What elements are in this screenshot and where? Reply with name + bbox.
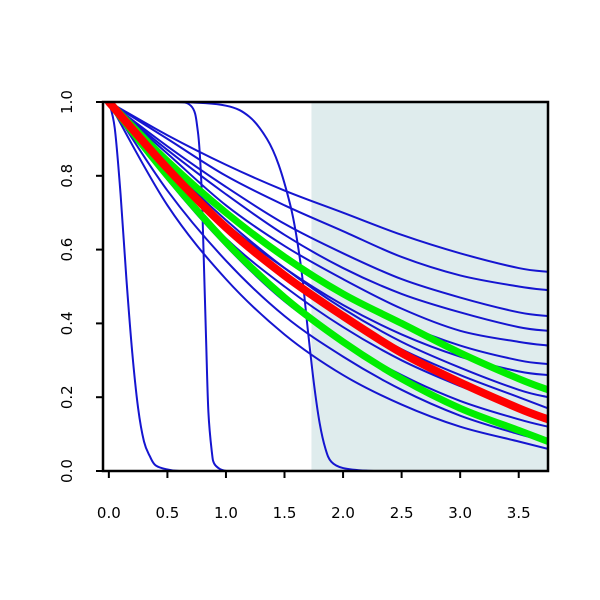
series-line-1	[107, 102, 204, 471]
y-tick-label: 1.0	[58, 90, 76, 114]
x-tick-label: 1.0	[214, 504, 238, 522]
shaded-region	[311, 102, 548, 471]
series-line-5	[107, 102, 548, 292]
series-line-15	[107, 102, 548, 443]
y-tick-label: 0.8	[58, 164, 76, 188]
series-line-16	[107, 102, 548, 450]
x-tick-label: 2.0	[331, 504, 355, 522]
plot-frame	[101, 100, 550, 473]
series-line-17	[105, 102, 548, 394]
plot-area	[104, 102, 548, 471]
y-tick-label: 0.6	[58, 238, 76, 262]
x-tick-label: 3.5	[507, 504, 531, 522]
series-line-8	[107, 102, 548, 347]
x-tick-label: 0.5	[155, 504, 179, 522]
x-tick-label: 3.0	[448, 504, 472, 522]
series-line-2	[107, 102, 227, 471]
axes: 0.0 0.5 1.0 1.5 2.0 2.5 3.0 3.5 0.0 0.2 0.4 0.6 0.8 1…	[58, 90, 550, 522]
series-line-6	[107, 102, 548, 318]
series-line-4	[107, 102, 548, 273]
series-line-18	[105, 102, 548, 445]
y-tick-label: 0.2	[58, 385, 76, 409]
y-tick-label: 0.0	[58, 459, 76, 483]
x-tick-label: 1.5	[273, 504, 297, 522]
x-tick-label: 2.5	[390, 504, 414, 522]
series-line-19	[104, 102, 548, 424]
series-line-7	[107, 102, 548, 332]
y-tick-label: 0.4	[58, 311, 76, 335]
x-tick-label: 0.0	[97, 504, 121, 522]
